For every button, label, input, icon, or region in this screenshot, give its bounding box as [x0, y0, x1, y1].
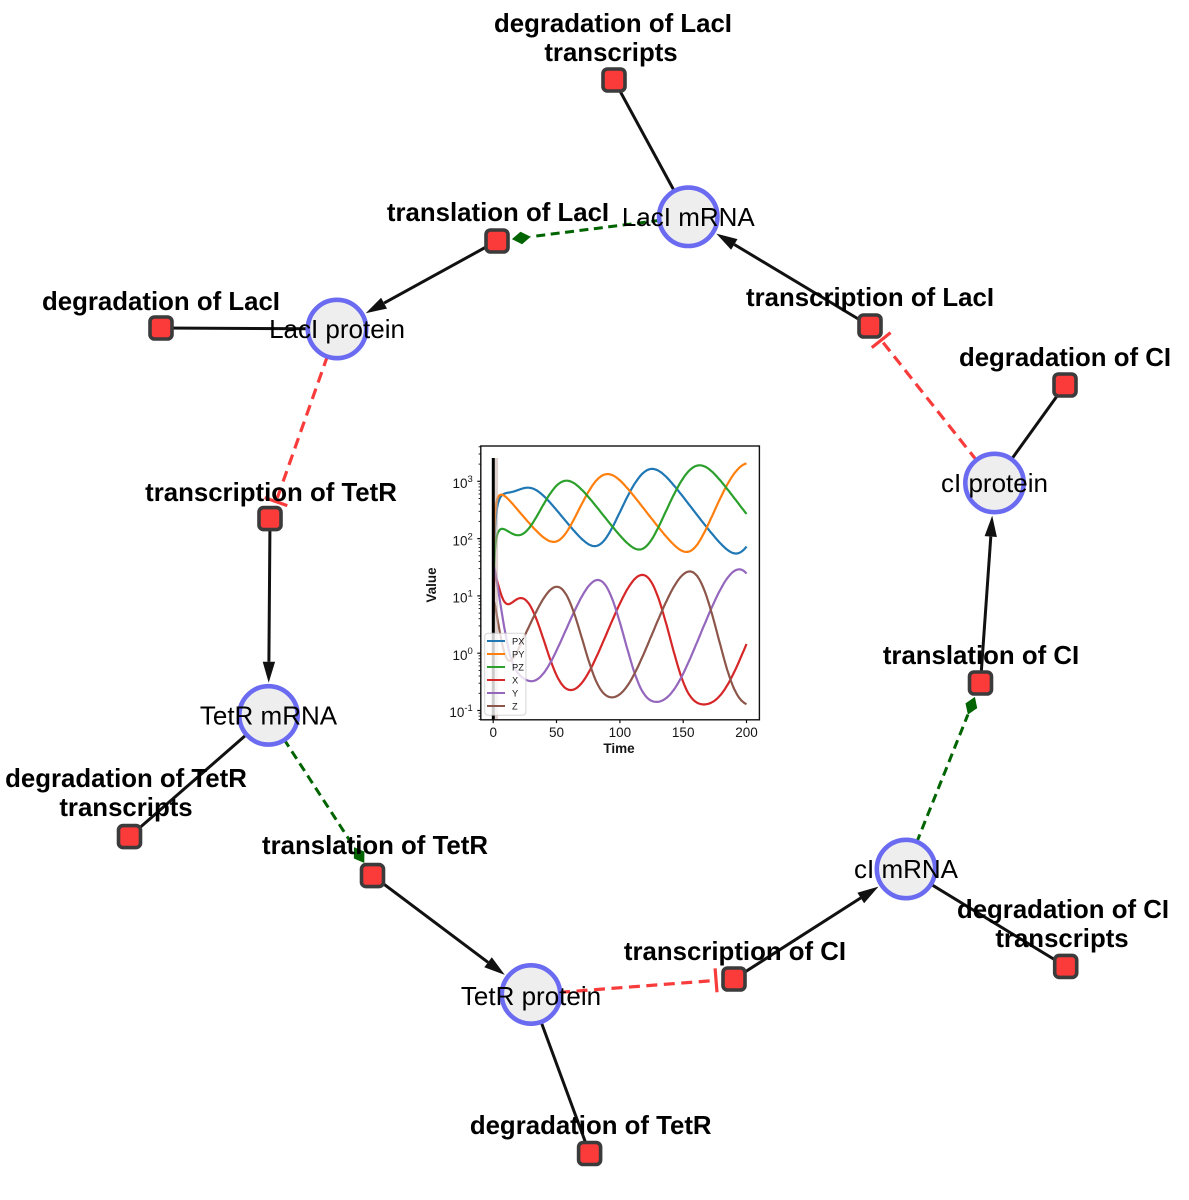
svg-text:cI protein: cI protein [941, 468, 1048, 498]
svg-text:degradation of TetR: degradation of TetR [5, 765, 247, 793]
svg-text:200: 200 [735, 725, 758, 740]
svg-text:10-1: 10-1 [449, 703, 472, 720]
svg-text:transcription of CI: transcription of CI [624, 938, 846, 966]
svg-text:degradation of CI: degradation of CI [959, 344, 1171, 372]
svg-text:degradation of CI: degradation of CI [957, 896, 1169, 924]
svg-text:102: 102 [452, 531, 472, 548]
svg-text:PX: PX [512, 636, 524, 646]
svg-text:degradation of LacI: degradation of LacI [42, 288, 280, 316]
svg-text:degradation of LacI: degradation of LacI [494, 10, 732, 38]
svg-text:Y: Y [512, 688, 518, 698]
svg-text:0: 0 [489, 725, 497, 740]
svg-text:transcription of LacI: transcription of LacI [746, 284, 994, 312]
svg-text:X: X [512, 675, 518, 685]
svg-text:50: 50 [549, 725, 564, 740]
svg-text:100: 100 [452, 646, 472, 663]
svg-text:100: 100 [609, 725, 632, 740]
svg-text:Time: Time [603, 741, 635, 756]
svg-text:PZ: PZ [512, 662, 524, 672]
svg-text:translation of TetR: translation of TetR [262, 832, 488, 860]
svg-text:translation of LacI: translation of LacI [387, 199, 609, 227]
svg-text:LacI mRNA: LacI mRNA [622, 202, 756, 232]
svg-text:103: 103 [452, 474, 472, 491]
svg-text:degradation of TetR: degradation of TetR [470, 1112, 712, 1140]
svg-text:TetR mRNA: TetR mRNA [200, 700, 338, 730]
svg-text:101: 101 [452, 589, 472, 606]
svg-text:150: 150 [672, 725, 695, 740]
svg-text:transcription of TetR: transcription of TetR [145, 479, 397, 507]
svg-text:LacI protein: LacI protein [269, 314, 405, 344]
svg-text:transcripts: transcripts [995, 925, 1128, 953]
svg-text:PY: PY [512, 649, 524, 659]
svg-text:Z: Z [512, 701, 518, 711]
svg-text:transcripts: transcripts [544, 39, 677, 67]
svg-text:translation of CI: translation of CI [883, 642, 1079, 670]
svg-text:TetR protein: TetR protein [461, 981, 601, 1011]
svg-text:transcripts: transcripts [59, 794, 192, 822]
svg-text:Value: Value [424, 567, 439, 603]
svg-text:cI mRNA: cI mRNA [854, 854, 959, 884]
